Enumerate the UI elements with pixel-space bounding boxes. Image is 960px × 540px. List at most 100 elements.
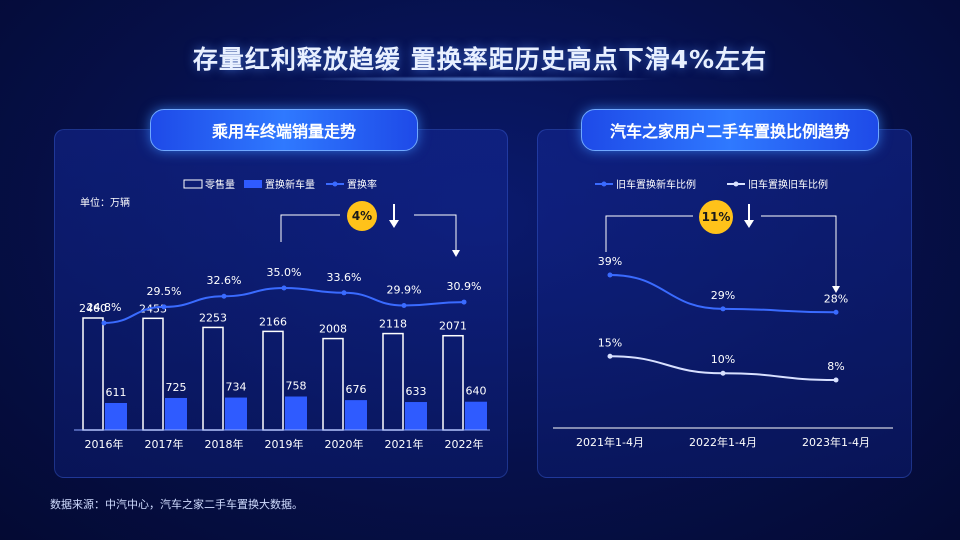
legend-retail-swatch (183, 179, 203, 189)
right-legend: 旧车置换新车比例 旧车置换旧车比例 (595, 178, 828, 191)
bar-swap-2 (225, 397, 247, 430)
down-arrow-icon (389, 220, 399, 228)
rate-label-1: 29.5% (147, 285, 182, 298)
annotation-arrowhead (452, 250, 460, 257)
title-underline-glow (300, 76, 660, 82)
x-tick-label-1: 2017年 (145, 437, 184, 451)
rate-point-3 (281, 285, 287, 291)
right-chart: 旧车置换新车比例 旧车置换旧车比例 11% 39% 29% 28% 15% 10% 8% 2… (553, 178, 893, 449)
rate-point-6 (461, 299, 467, 305)
bar-swap-label-3: 758 (286, 380, 307, 393)
series-1-point-2 (833, 377, 839, 383)
annotation-arrowhead (832, 286, 840, 293)
left-chart-title: 乘用车终端销量走势 (150, 109, 418, 151)
right-x-tick-label-2: 2023年1-4月 (802, 435, 870, 449)
bar-retail-2 (202, 326, 224, 431)
right-annotation: 11% (605, 200, 840, 293)
annotation-bracket-left (605, 215, 693, 252)
rate-point-0 (101, 320, 107, 326)
bar-retail-label-0: 2460 (79, 302, 107, 315)
bar-retail-label-5: 2118 (379, 318, 407, 331)
left-annotation: 4% (280, 201, 460, 257)
page-title: 存量红利释放趋缓 置换率距历史高点下滑4%左右 (192, 45, 768, 74)
left-line: 24.8% 29.5% 32.6% 35.0% 33.6% 29.9% 30.9% (87, 266, 482, 326)
right-chart-panel (537, 129, 912, 478)
x-tick-label-2: 2018年 (205, 437, 244, 451)
legend-retail-label: 零售量 (205, 178, 235, 191)
x-tick-label-6: 2022年 (445, 437, 484, 451)
rate-point-4 (341, 290, 347, 296)
bar-swap-label-4: 676 (346, 383, 367, 396)
legend-rate-label: 置换率 (347, 178, 377, 191)
legend-series-1-label: 旧车置换旧车比例 (748, 178, 828, 191)
down-arrow-icon (744, 220, 754, 228)
left-x-tick-labels: 2016年 2017年 2018年 2019年 2020年 2021年 2022年 (85, 437, 484, 451)
legend-series-0-label: 旧车置换新车比例 (616, 178, 696, 191)
annotation-bracket-right (761, 215, 837, 288)
left-chart: 零售量 置换新车量 置换率 单位：万辆 4% 2460 611 2453 725 2253 7… (74, 178, 490, 451)
legend-swap-label: 置换新车量 (265, 178, 315, 191)
rate-label-2: 32.6% (207, 274, 242, 287)
bar-swap-4 (345, 400, 367, 430)
annotation-badge-label: 4% (352, 209, 372, 223)
annotation-bracket-right (414, 214, 457, 252)
annotation-badge (699, 200, 733, 234)
series-1-label-2: 8% (827, 360, 844, 373)
series-0-label-0: 39% (598, 255, 622, 268)
bar-swap-3 (285, 396, 307, 430)
rate-label-6: 30.9% (447, 280, 482, 293)
bar-retail-label-1: 2453 (139, 302, 167, 315)
bar-retail-label-6: 2071 (439, 320, 467, 333)
x-tick-label-5: 2021年 (385, 437, 424, 451)
right-x-tick-labels: 2021年1-4月 2022年1-4月 2023年1-4月 (576, 435, 870, 449)
rate-label-0: 24.8% (87, 301, 122, 314)
bar-swap-label-2: 734 (226, 381, 247, 394)
bar-retail-1 (142, 317, 164, 431)
legend-series-1-dot (733, 181, 739, 187)
bar-retail-4 (322, 337, 344, 431)
series-0-point-2 (833, 309, 839, 315)
rate-label-5: 29.9% (387, 284, 422, 297)
rate-point-5 (401, 303, 407, 308)
annotation-bracket-left (280, 214, 340, 242)
series-0-label-2: 28% (824, 292, 848, 305)
bar-swap-label-1: 725 (166, 381, 187, 394)
rate-point-2 (221, 293, 227, 299)
legend-series-0-dot (601, 181, 607, 187)
right-lines: 39% 29% 28% 15% 10% 8% (598, 255, 848, 383)
bar-swap-label-0: 611 (106, 386, 127, 399)
series-1-label-1: 10% (711, 353, 735, 366)
legend-rate-dot (332, 181, 338, 187)
annotation-badge (347, 201, 377, 231)
right-chart-title: 汽车之家用户二手车置换比例趋势 (581, 109, 879, 151)
series-1-point-1 (720, 370, 726, 376)
bar-swap-6 (465, 401, 487, 430)
rate-label-3: 35.0% (267, 266, 302, 279)
bar-retail-label-2: 2253 (199, 311, 227, 324)
bar-swap-0 (105, 403, 127, 430)
x-tick-label-0: 2016年 (85, 437, 124, 451)
bar-retail-5 (382, 332, 404, 431)
series-0-label-1: 29% (711, 289, 735, 302)
bar-retail-label-4: 2008 (319, 323, 347, 336)
source-footnote: 数据来源：中汽中心，汽车之家二手车置换大数据。 (50, 498, 303, 511)
x-tick-label-4: 2020年 (325, 437, 364, 451)
left-legend: 零售量 置换新车量 置换率 (183, 178, 377, 191)
bar-retail-label-3: 2166 (259, 315, 287, 328)
annotation-badge-label: 11% (702, 210, 731, 224)
bar-swap-1 (165, 397, 187, 430)
bar-retail-6 (442, 334, 464, 431)
bar-swap-5 (405, 402, 427, 430)
bar-swap-label-6: 640 (466, 385, 487, 398)
right-x-tick-label-1: 2022年1-4月 (689, 435, 757, 449)
series-1-point-0 (607, 353, 613, 359)
x-tick-label-3: 2019年 (265, 437, 304, 451)
left-unit-label: 单位：万辆 (80, 196, 130, 209)
series-0-point-1 (720, 306, 726, 312)
bar-retail-0 (82, 317, 104, 431)
series-1-label-0: 15% (598, 336, 622, 349)
series-0-point-0 (607, 272, 613, 278)
right-x-tick-label-0: 2021年1-4月 (576, 435, 644, 449)
rate-label-4: 33.6% (327, 271, 362, 284)
bar-swap-label-5: 633 (406, 385, 427, 398)
